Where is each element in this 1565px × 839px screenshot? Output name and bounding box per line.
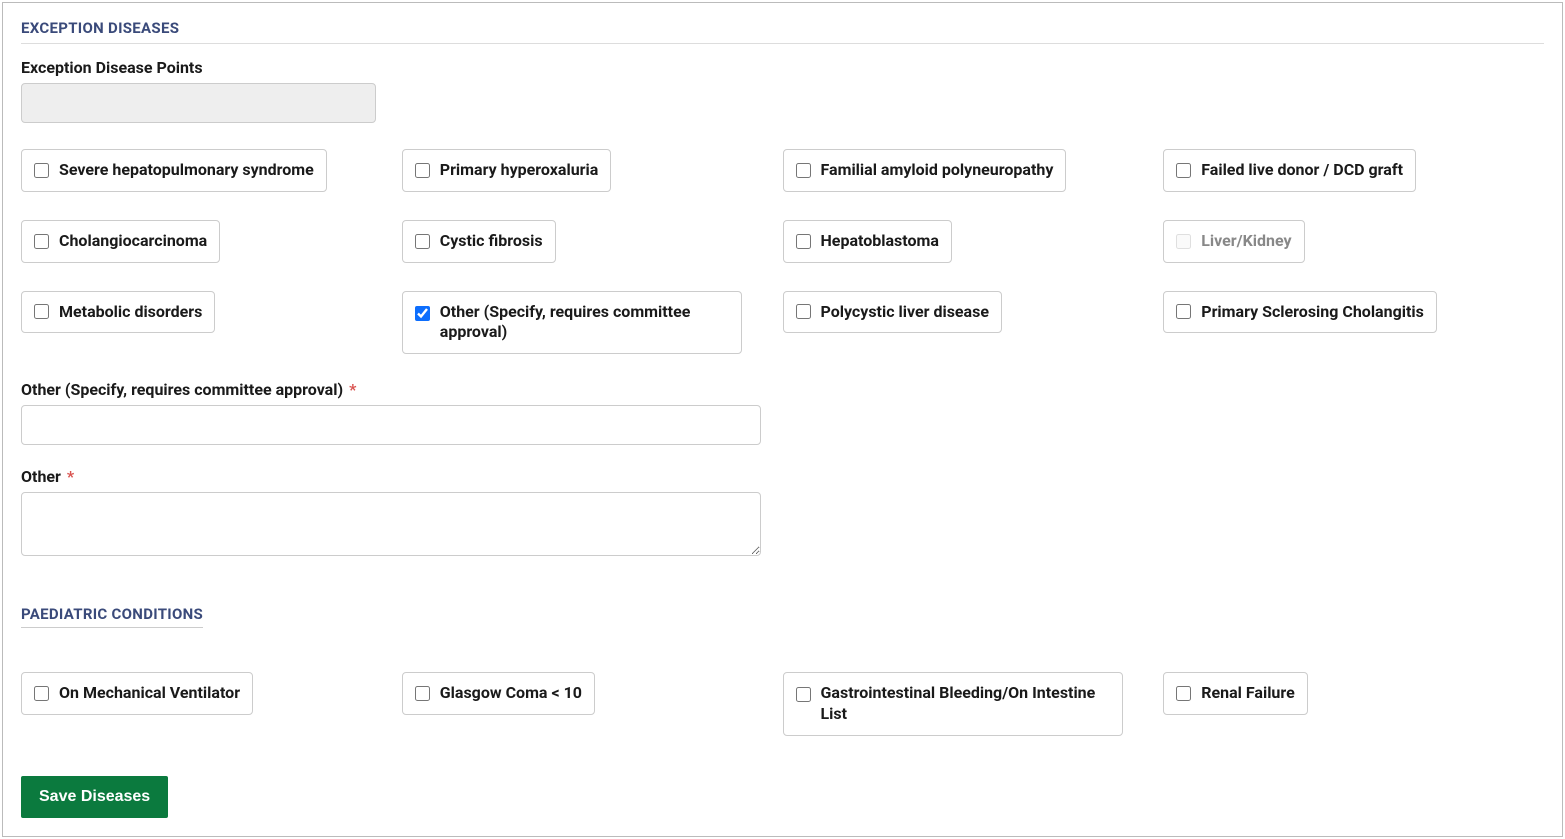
required-icon: * bbox=[67, 467, 74, 486]
checkbox-gi-bleeding[interactable]: Gastrointestinal Bleeding/On Intestine L… bbox=[783, 672, 1123, 736]
exception-diseases-header: EXCEPTION DISEASES bbox=[21, 19, 1544, 44]
checkbox-label: Liver/Kidney bbox=[1201, 231, 1291, 252]
checkbox-label: Cholangiocarcinoma bbox=[59, 231, 207, 252]
checkbox-liver-kidney: Liver/Kidney bbox=[1163, 220, 1304, 263]
checkbox-mechanical-ventilator[interactable]: On Mechanical Ventilator bbox=[21, 672, 253, 715]
save-diseases-button[interactable]: Save Diseases bbox=[21, 776, 168, 818]
form-container: EXCEPTION DISEASES Exception Disease Poi… bbox=[2, 2, 1563, 837]
checkbox-label: Glasgow Coma < 10 bbox=[440, 683, 582, 704]
checkbox-input-primary-sclerosing[interactable] bbox=[1176, 304, 1191, 319]
checkbox-label: Severe hepatopulmonary syndrome bbox=[59, 160, 314, 181]
other-specify-input[interactable] bbox=[21, 405, 761, 445]
other-textarea[interactable] bbox=[21, 492, 761, 556]
checkbox-input-renal-failure[interactable] bbox=[1176, 686, 1191, 701]
checkbox-label: Other (Specify, requires committee appro… bbox=[440, 302, 729, 344]
paediatric-section: PAEDIATRIC CONDITIONS On Mechanical Vent… bbox=[21, 604, 1544, 736]
checkbox-polycystic-liver[interactable]: Polycystic liver disease bbox=[783, 291, 1002, 334]
checkbox-familial-amyloid[interactable]: Familial amyloid polyneuropathy bbox=[783, 149, 1067, 192]
checkbox-primary-sclerosing[interactable]: Primary Sclerosing Cholangitis bbox=[1163, 291, 1437, 334]
checkbox-label: Hepatoblastoma bbox=[821, 231, 939, 252]
checkbox-cystic-fibrosis[interactable]: Cystic fibrosis bbox=[402, 220, 556, 263]
checkbox-label: Polycystic liver disease bbox=[821, 302, 989, 323]
checkbox-label: Primary Sclerosing Cholangitis bbox=[1201, 302, 1424, 323]
other-specify-label-text: Other (Specify, requires committee appro… bbox=[21, 380, 343, 399]
checkbox-input-glasgow-coma[interactable] bbox=[415, 686, 430, 701]
checkbox-hepatoblastoma[interactable]: Hepatoblastoma bbox=[783, 220, 952, 263]
checkbox-input-failed-live-donor[interactable] bbox=[1176, 163, 1191, 178]
exception-points-input bbox=[21, 83, 376, 123]
checkbox-primary-hyperoxaluria[interactable]: Primary hyperoxaluria bbox=[402, 149, 612, 192]
checkbox-input-severe-hepatopulmonary[interactable] bbox=[34, 163, 49, 178]
checkbox-input-mechanical-ventilator[interactable] bbox=[34, 686, 49, 701]
checkbox-label: Failed live donor / DCD graft bbox=[1201, 160, 1403, 181]
paediatric-conditions-header: PAEDIATRIC CONDITIONS bbox=[21, 605, 203, 634]
checkbox-label: Metabolic disorders bbox=[59, 302, 202, 323]
checkbox-input-polycystic-liver[interactable] bbox=[796, 304, 811, 319]
paediatric-conditions-grid: On Mechanical Ventilator Glasgow Coma < … bbox=[21, 672, 1544, 736]
checkbox-label: On Mechanical Ventilator bbox=[59, 683, 240, 704]
checkbox-label: Primary hyperoxaluria bbox=[440, 160, 599, 181]
checkbox-input-liver-kidney bbox=[1176, 234, 1191, 249]
checkbox-label: Cystic fibrosis bbox=[440, 231, 543, 252]
checkbox-input-cystic-fibrosis[interactable] bbox=[415, 234, 430, 249]
checkbox-glasgow-coma[interactable]: Glasgow Coma < 10 bbox=[402, 672, 595, 715]
other-label-text: Other bbox=[21, 467, 61, 486]
checkbox-failed-live-donor[interactable]: Failed live donor / DCD graft bbox=[1163, 149, 1416, 192]
checkbox-severe-hepatopulmonary[interactable]: Severe hepatopulmonary syndrome bbox=[21, 149, 327, 192]
checkbox-input-metabolic-disorders[interactable] bbox=[34, 304, 49, 319]
exception-diseases-grid: Severe hepatopulmonary syndrome Primary … bbox=[21, 149, 1544, 354]
required-icon: * bbox=[349, 380, 356, 399]
checkbox-other-specify[interactable]: Other (Specify, requires committee appro… bbox=[402, 291, 742, 355]
checkbox-label: Familial amyloid polyneuropathy bbox=[821, 160, 1054, 181]
checkbox-input-familial-amyloid[interactable] bbox=[796, 163, 811, 178]
checkbox-input-hepatoblastoma[interactable] bbox=[796, 234, 811, 249]
checkbox-input-other-specify[interactable] bbox=[415, 306, 430, 321]
checkbox-metabolic-disorders[interactable]: Metabolic disorders bbox=[21, 291, 215, 334]
checkbox-label: Renal Failure bbox=[1201, 683, 1295, 704]
checkbox-label: Gastrointestinal Bleeding/On Intestine L… bbox=[821, 683, 1110, 725]
checkbox-renal-failure[interactable]: Renal Failure bbox=[1163, 672, 1308, 715]
checkbox-input-gi-bleeding[interactable] bbox=[796, 687, 811, 702]
checkbox-cholangiocarcinoma[interactable]: Cholangiocarcinoma bbox=[21, 220, 220, 263]
other-label: Other * bbox=[21, 467, 1544, 486]
other-specify-label: Other (Specify, requires committee appro… bbox=[21, 380, 1544, 399]
checkbox-input-primary-hyperoxaluria[interactable] bbox=[415, 163, 430, 178]
exception-points-label: Exception Disease Points bbox=[21, 58, 1544, 77]
checkbox-input-cholangiocarcinoma[interactable] bbox=[34, 234, 49, 249]
